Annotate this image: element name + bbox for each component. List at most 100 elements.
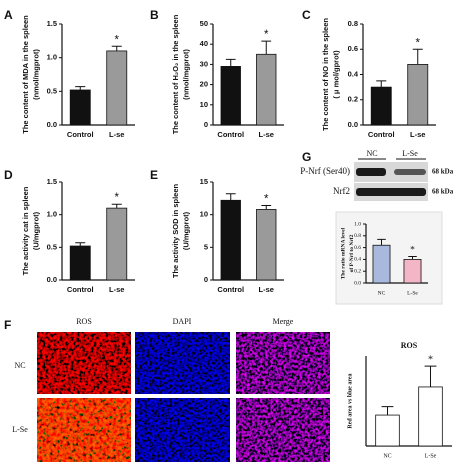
y-tick-label: 50: [200, 19, 208, 28]
bar: [372, 244, 391, 284]
error-bar: [412, 48, 423, 65]
error-bar: [225, 193, 236, 201]
lane-label: NC: [366, 149, 377, 158]
y-axis-label: (nmol/mgprot): [31, 49, 40, 100]
fluorescence-image: [135, 398, 230, 462]
x-tick-label: Control: [368, 130, 395, 139]
significance: *: [428, 354, 433, 365]
x-tick-label: Control: [217, 285, 244, 294]
y-tick-label: 0.0: [47, 120, 57, 129]
fluorescence-image: [236, 398, 330, 462]
chart: 0.0 0.2 0.4 0.6 0.8 1.0 The ratio mRNA level of…: [340, 221, 428, 296]
y-axis-label: The content of NO in the spleen: [321, 18, 330, 131]
bar: [407, 64, 429, 126]
chart: 0.0 0.2 0.4 0.6 0.8 The content of NO in the …: [321, 18, 436, 139]
blot-band: [356, 188, 426, 196]
y-tick-label: 0.5: [47, 86, 57, 95]
significance: *: [264, 194, 269, 206]
y-tick-label: 0: [204, 275, 208, 284]
y-tick-label: 0.0: [354, 280, 361, 286]
significance: *: [416, 37, 421, 49]
chart: 0.0 0.5 1.0 1.5 The activity cat in spleen (U…: [21, 177, 135, 294]
y-axis-label: Red area vs blue area: [347, 373, 353, 428]
image-row-label: L-Se: [12, 425, 28, 434]
y-tick-label: 0.2: [348, 95, 358, 104]
blot-strip: [354, 162, 428, 182]
blot-size: 68 kDa: [432, 188, 454, 196]
y-tick-label: 0.0: [47, 275, 57, 284]
y-tick-label: 30: [200, 59, 208, 68]
x-tick-label: L-se: [259, 130, 274, 139]
significance: *: [115, 192, 120, 204]
bar: [375, 414, 400, 447]
y-tick-label: 0: [204, 120, 208, 129]
panel-letter: A: [4, 8, 13, 22]
x-tick-label: Control: [67, 130, 94, 139]
y-tick-label: 0.5: [47, 242, 57, 251]
y-axis-label: ( μ mol/gprot): [331, 50, 340, 99]
x-tick-label: Control: [217, 130, 244, 139]
y-tick-label: 20: [200, 80, 208, 89]
panel-letter: C: [302, 8, 311, 22]
chart: Red area vs blue area ROS NC L-Se *: [347, 341, 452, 459]
blot-band: [394, 169, 426, 175]
error-bar: [408, 255, 417, 260]
error-bar: [261, 205, 272, 210]
image-column-label: ROS: [76, 317, 92, 326]
chart-title: ROS: [401, 341, 418, 350]
image-row-label: NC: [14, 361, 25, 370]
blot-row-label: Nrf2: [333, 186, 350, 196]
y-tick-label: 1.0: [47, 210, 57, 219]
x-tick-label: Control: [67, 285, 94, 294]
bar: [256, 209, 277, 281]
error-bar: [424, 365, 437, 387]
significance: *: [115, 34, 120, 46]
fluorescence-image: [37, 398, 131, 462]
y-tick-label: 0.6: [348, 44, 358, 53]
y-axis-label: The content of MDA in the spleen: [21, 15, 30, 134]
image-column-label: DAPI: [173, 317, 192, 326]
panel-letter: B: [150, 8, 159, 22]
panel-letter: E: [150, 168, 158, 182]
blot-row-label: P-Nrf (Ser40): [300, 166, 350, 176]
x-tick-label: L-se: [259, 285, 274, 294]
panel-letter: F: [4, 318, 11, 332]
y-tick-label: 5: [204, 242, 208, 251]
x-tick-label: L-se: [109, 285, 124, 294]
fluorescence-image: [135, 332, 230, 394]
bar: [256, 53, 277, 126]
panel-letter: D: [4, 168, 13, 182]
significance: *: [264, 29, 269, 41]
y-axis-label: of P-Nrf to Nrf2: [349, 234, 355, 272]
x-tick-label: L-Se: [407, 290, 418, 296]
y-tick-label: 1.5: [47, 177, 57, 186]
error-bar: [377, 238, 386, 246]
bar: [418, 386, 443, 447]
y-axis-label: The activity cat in spleen: [21, 186, 30, 275]
bar: [403, 258, 422, 284]
error-bar: [111, 45, 122, 51]
y-tick-label: 1.5: [47, 19, 57, 28]
blot-size: 68 kDa: [432, 168, 454, 176]
y-tick-label: 1.0: [47, 53, 57, 62]
error-bar: [381, 406, 394, 416]
chart: 0 10 20 30 40 50 The content of H₂O₂ in the sp…: [171, 14, 284, 139]
chart: 0 5 10 15 The activity SOD in spleen (U/mgpro…: [171, 177, 284, 294]
panel-letter: G: [302, 150, 311, 164]
y-axis-label: (U/mgprot): [31, 211, 40, 250]
bar: [220, 66, 241, 126]
y-tick-label: 0.8: [348, 19, 358, 28]
bar: [106, 50, 128, 126]
y-axis-label: (nmol/mgprot): [181, 49, 190, 100]
y-tick-label: 0.4: [354, 257, 361, 263]
bar: [106, 207, 128, 281]
y-tick-label: 40: [200, 39, 208, 48]
y-tick-label: 0.4: [348, 69, 359, 78]
y-axis-label: The content of H₂O₂ in the spleen: [171, 14, 180, 134]
y-tick-label: 10: [200, 100, 208, 109]
x-tick-label: NC: [378, 290, 386, 296]
x-tick-label: L-se: [109, 130, 124, 139]
fluorescence-image: [37, 332, 131, 394]
y-axis-label: The ratio mRNA level: [340, 227, 346, 279]
y-tick-label: 0.6: [354, 245, 361, 251]
